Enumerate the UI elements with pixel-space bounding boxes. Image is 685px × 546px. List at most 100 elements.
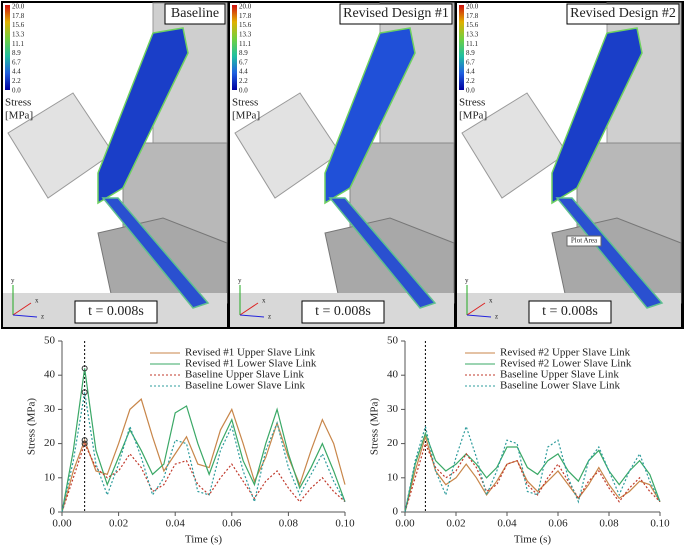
colorbar-label: 8.9 — [12, 49, 21, 57]
legend-label: Revised #2 Lower Slave Link — [500, 358, 632, 370]
x-axis-label: Time (s) — [185, 534, 223, 546]
tooltip-box — [566, 235, 602, 247]
colorbar-label: 6.7 — [12, 58, 21, 66]
colorbar-label: 15.6 — [466, 21, 479, 29]
time-marker-point — [81, 389, 88, 396]
triad-x — [12, 302, 32, 316]
time-box — [74, 300, 158, 324]
colorbar-label: 2.2 — [239, 77, 248, 85]
triad-x — [466, 302, 486, 316]
lower-link — [328, 197, 437, 309]
time-label: t = 0.008s — [88, 304, 144, 319]
time-label: t = 0.008s — [542, 304, 598, 319]
colorbar-label: 8.9 — [466, 49, 475, 57]
legend-label: Baseline Upper Slave Link — [185, 369, 304, 381]
colorbar-unit: [MPa] — [232, 110, 260, 122]
y-tick-label: 20 — [387, 437, 399, 449]
colorbar-label: 0.0 — [239, 86, 248, 94]
series-line — [404, 434, 661, 513]
colorbar-quantity: Stress — [5, 97, 31, 109]
y-tick-label: 30 — [387, 403, 399, 415]
time-box — [528, 300, 612, 324]
triad-z — [466, 314, 492, 318]
x-tick-label: 0.08 — [279, 518, 299, 530]
colorbar — [232, 5, 237, 90]
series-line — [404, 424, 661, 513]
x-tick-label: 0.00 — [395, 518, 415, 530]
x-tick-label: 0.08 — [599, 518, 619, 530]
series-line — [61, 392, 346, 513]
colorbar-unit: [MPa] — [5, 110, 33, 122]
x-tick-label: 0.04 — [497, 518, 517, 530]
x-tick-label: 0.02 — [109, 518, 128, 530]
triad-z — [239, 314, 265, 318]
colorbar-label: 17.8 — [239, 12, 252, 20]
x-tick-label: 0.10 — [335, 518, 355, 530]
triad-label: z — [268, 313, 271, 321]
y-tick-label: 0 — [393, 506, 399, 518]
triad-label: x — [489, 297, 493, 305]
y-axis-label: Stress (MPa) — [26, 398, 38, 455]
series-line — [61, 368, 346, 513]
colorbar-quantity: Stress — [232, 97, 258, 109]
colorbar-label: 11.1 — [466, 40, 478, 48]
x-tick-label: 0.02 — [446, 518, 465, 530]
colorbar-label: 13.3 — [239, 31, 252, 39]
triad-label: z — [495, 313, 498, 321]
triad-label: y — [238, 277, 242, 285]
triad-label: x — [262, 297, 266, 305]
legend-label: Baseline Lower Slave Link — [500, 380, 621, 392]
time-label: t = 0.008s — [315, 304, 371, 319]
x-axis-label: Time (s) — [514, 534, 552, 546]
time-box — [301, 300, 385, 324]
colorbar-label: 17.8 — [12, 12, 25, 20]
triad-label: y — [11, 277, 15, 285]
y-tick-label: 10 — [44, 471, 56, 483]
triad-label: z — [41, 313, 44, 321]
panel-title: Revised Design #2 — [570, 6, 676, 21]
colorbar-label: 20.0 — [12, 3, 25, 11]
x-tick-label: 0.10 — [650, 518, 670, 530]
series-line — [61, 398, 346, 513]
panel-title-box — [339, 3, 453, 25]
colorbar-label: 4.4 — [12, 68, 21, 76]
colorbar-label: 13.3 — [12, 31, 25, 39]
upper-link — [97, 27, 189, 205]
series-line — [404, 431, 661, 513]
colorbar-label: 2.2 — [466, 77, 475, 85]
upper-link — [324, 27, 416, 205]
colorbar-label: 17.8 — [466, 12, 479, 20]
panel-title-box — [164, 3, 226, 25]
y-tick-label: 40 — [44, 369, 56, 381]
colorbar-label: 4.4 — [466, 68, 475, 76]
colorbar-label: 2.2 — [12, 77, 21, 85]
colorbar-label: 11.1 — [12, 40, 24, 48]
colorbar-label: 4.4 — [239, 68, 248, 76]
triad-label: x — [35, 297, 39, 305]
colorbar-label: 0.0 — [12, 86, 21, 94]
x-tick-label: 0.06 — [548, 518, 568, 530]
panel-title: Revised Design #1 — [343, 6, 449, 21]
colorbar-label: 8.9 — [239, 49, 248, 57]
panel-title: Baseline — [171, 6, 219, 21]
x-tick-label: 0.00 — [52, 518, 72, 530]
y-tick-label: 20 — [44, 437, 56, 449]
colorbar-label: 15.6 — [239, 21, 252, 29]
colorbar-label: 20.0 — [466, 3, 479, 11]
triad-z — [12, 314, 38, 318]
colorbar-label: 11.1 — [239, 40, 251, 48]
triad-x — [239, 302, 259, 316]
tooltip: Plot Area — [571, 237, 598, 245]
colorbar-label: 13.3 — [466, 31, 479, 39]
y-tick-label: 0 — [50, 506, 56, 518]
legend-label: Revised #1 Lower Slave Link — [185, 358, 317, 370]
colorbar — [459, 5, 464, 90]
lower-link — [555, 197, 664, 309]
x-tick-label: 0.06 — [222, 518, 242, 530]
series-line — [61, 441, 346, 513]
x-tick-label: 0.04 — [166, 518, 186, 530]
y-tick-label: 50 — [387, 335, 399, 347]
legend-label: Revised #2 Upper Slave Link — [500, 347, 631, 359]
triad-label: y — [465, 277, 469, 285]
panel-title-box — [566, 3, 680, 25]
